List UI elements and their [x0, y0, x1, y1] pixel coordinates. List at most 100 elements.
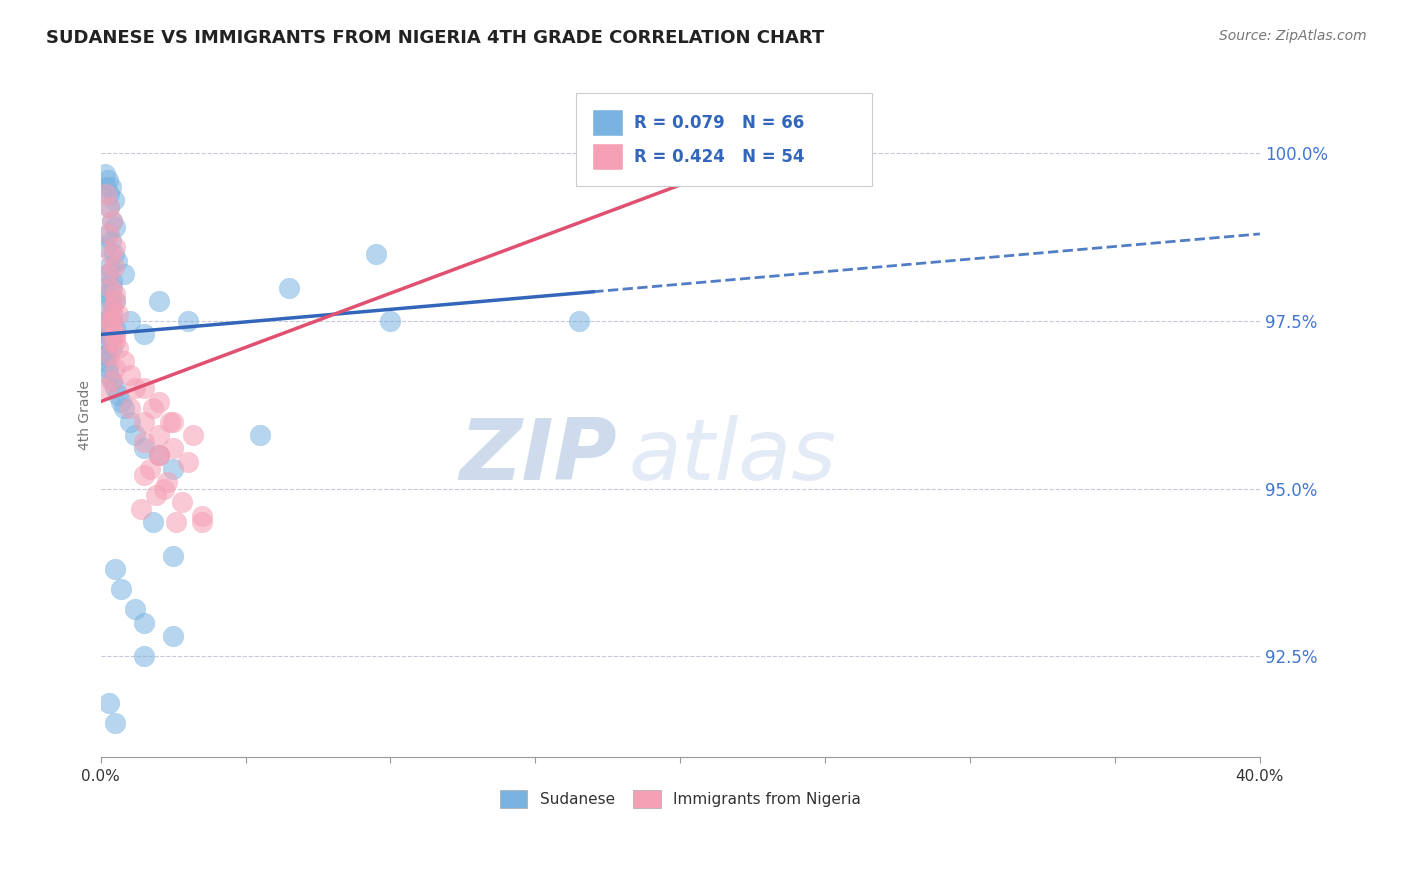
- Point: [107, 341, 129, 355]
- Point: [104, 361, 127, 376]
- Point: [104, 287, 127, 301]
- Point: [110, 394, 132, 409]
- Text: ZIP: ZIP: [458, 415, 616, 498]
- Point: [118, 368, 141, 382]
- Point: [98, 368, 121, 382]
- Point: [98, 227, 121, 241]
- Point: [170, 495, 193, 509]
- Point: [162, 415, 184, 429]
- Point: [96, 354, 118, 368]
- Point: [148, 448, 170, 462]
- Point: [124, 428, 146, 442]
- Point: [145, 488, 167, 502]
- Point: [183, 428, 205, 442]
- Point: [162, 442, 184, 456]
- Point: [97, 173, 120, 187]
- Point: [97, 227, 120, 241]
- Point: [98, 314, 121, 328]
- Point: [165, 515, 187, 529]
- Point: [103, 194, 125, 208]
- Point: [132, 434, 155, 449]
- Point: [176, 314, 198, 328]
- Point: [104, 327, 127, 342]
- Point: [153, 482, 176, 496]
- Point: [112, 401, 135, 416]
- Point: [159, 415, 181, 429]
- Point: [101, 213, 124, 227]
- Point: [110, 582, 132, 597]
- Point: [129, 501, 152, 516]
- Point: [103, 260, 125, 275]
- Point: [142, 401, 165, 416]
- Point: [97, 267, 120, 281]
- Point: [101, 301, 124, 315]
- Point: [132, 381, 155, 395]
- Point: [148, 448, 170, 462]
- Point: [101, 375, 124, 389]
- Point: [96, 327, 118, 342]
- Point: [105, 253, 128, 268]
- Point: [101, 334, 124, 349]
- Point: [97, 334, 120, 349]
- Point: [148, 448, 170, 462]
- Point: [380, 314, 402, 328]
- Point: [98, 696, 121, 710]
- Point: [124, 381, 146, 395]
- Point: [96, 240, 118, 254]
- Point: [191, 508, 214, 523]
- Point: [97, 301, 120, 315]
- Point: [97, 361, 120, 376]
- Point: [98, 287, 121, 301]
- Point: [104, 562, 127, 576]
- Point: [104, 293, 127, 308]
- Text: 0.0%: 0.0%: [82, 769, 120, 784]
- Point: [96, 180, 118, 194]
- Point: [101, 274, 124, 288]
- Text: atlas: atlas: [628, 415, 837, 498]
- Point: [132, 327, 155, 342]
- Point: [98, 200, 121, 214]
- Point: [142, 515, 165, 529]
- Point: [101, 375, 124, 389]
- Point: [191, 515, 214, 529]
- Point: [132, 415, 155, 429]
- Point: [100, 180, 122, 194]
- FancyBboxPatch shape: [576, 94, 872, 186]
- Point: [118, 401, 141, 416]
- Point: [364, 247, 387, 261]
- Point: [148, 428, 170, 442]
- Point: [104, 327, 127, 342]
- Point: [101, 341, 124, 355]
- Point: [104, 240, 127, 254]
- Point: [98, 200, 121, 214]
- Y-axis label: 4th Grade: 4th Grade: [79, 380, 93, 450]
- Point: [101, 280, 124, 294]
- Point: [98, 320, 121, 334]
- Point: [104, 716, 127, 731]
- Point: [162, 629, 184, 643]
- Point: [118, 314, 141, 328]
- Text: 40.0%: 40.0%: [1236, 769, 1284, 784]
- Point: [132, 442, 155, 456]
- Point: [94, 348, 117, 362]
- Point: [104, 220, 127, 235]
- Point: [118, 415, 141, 429]
- Point: [104, 381, 127, 395]
- Legend: Sudanese, Immigrants from Nigeria: Sudanese, Immigrants from Nigeria: [494, 783, 866, 814]
- Point: [94, 167, 117, 181]
- Point: [112, 267, 135, 281]
- Point: [132, 468, 155, 483]
- Point: [104, 320, 127, 334]
- Point: [104, 293, 127, 308]
- Point: [100, 280, 122, 294]
- Point: [148, 394, 170, 409]
- Text: Source: ZipAtlas.com: Source: ZipAtlas.com: [1219, 29, 1367, 43]
- Point: [100, 293, 122, 308]
- Point: [139, 461, 162, 475]
- FancyBboxPatch shape: [593, 110, 623, 136]
- Point: [104, 334, 127, 349]
- Point: [98, 327, 121, 342]
- Text: SUDANESE VS IMMIGRANTS FROM NIGERIA 4TH GRADE CORRELATION CHART: SUDANESE VS IMMIGRANTS FROM NIGERIA 4TH …: [46, 29, 825, 46]
- Point: [98, 260, 121, 275]
- Point: [107, 307, 129, 321]
